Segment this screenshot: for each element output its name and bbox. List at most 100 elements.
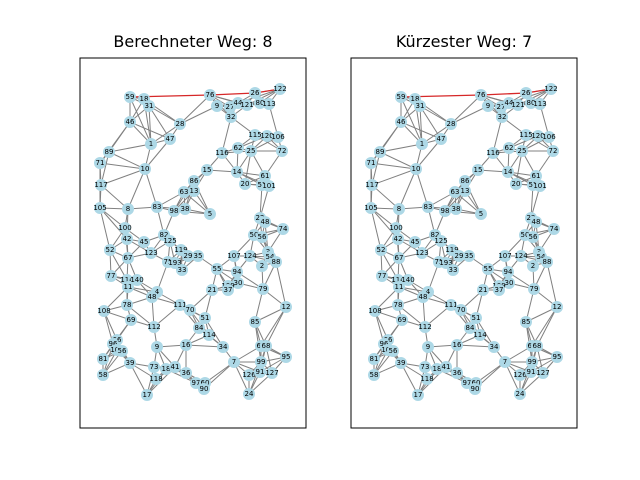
graph-node	[121, 233, 133, 245]
graph-node	[531, 340, 543, 352]
graph-node	[270, 256, 282, 268]
node-label: 44	[505, 99, 514, 107]
node-label: 15	[203, 166, 212, 174]
node-label: 75	[435, 258, 444, 266]
graph-node	[243, 388, 255, 400]
node-label: 86	[461, 177, 470, 185]
graph-node	[97, 353, 109, 365]
graph-node	[232, 97, 244, 109]
graph-node	[204, 89, 216, 101]
node-label: 88	[272, 258, 281, 266]
node-label: 120	[531, 132, 544, 140]
node-label: 126	[513, 371, 527, 379]
graph-node	[139, 163, 151, 175]
node-label: 55	[213, 265, 222, 273]
graph-node	[472, 164, 484, 176]
graph-node	[244, 250, 256, 262]
node-label: 39	[397, 359, 406, 367]
node-label: 31	[145, 102, 154, 110]
node-label: 8	[397, 205, 401, 213]
graph-node	[255, 356, 267, 368]
node-label: 16	[182, 341, 191, 349]
graph-node	[527, 260, 539, 272]
node-label: 55	[484, 265, 493, 273]
graph-node	[125, 314, 137, 326]
node-label: 95	[553, 353, 562, 361]
node-label: 121	[240, 101, 253, 109]
node-label: 88	[543, 258, 552, 266]
node-label: 27	[226, 103, 235, 111]
node-label: 18	[411, 95, 420, 103]
node-label: 12	[282, 303, 291, 311]
graph-node	[445, 118, 457, 130]
graph-node	[204, 208, 216, 220]
graph-edge	[144, 168, 158, 208]
graph-node	[470, 312, 482, 324]
graph-node	[203, 329, 215, 341]
graph-node	[201, 164, 213, 176]
node-label: 71	[367, 159, 376, 167]
graph-node	[94, 157, 106, 169]
graph-node	[416, 138, 428, 150]
node-label: 97	[463, 379, 472, 387]
graph-node	[116, 345, 128, 357]
node-label: 54	[537, 253, 546, 261]
graph-node	[254, 366, 266, 378]
graph-node	[180, 339, 192, 351]
graph-node	[257, 283, 269, 295]
graph-node	[178, 186, 190, 198]
graph-node	[543, 131, 555, 143]
graph-node	[232, 277, 244, 289]
graph-edge	[419, 105, 442, 140]
node-label: 78	[123, 301, 132, 309]
node-label: 123	[144, 249, 157, 257]
node-label: 100	[389, 224, 402, 232]
graph-node	[217, 341, 229, 353]
node-label: 112	[147, 323, 160, 331]
graph-node	[520, 316, 532, 328]
graph-node	[365, 157, 377, 169]
graph-node	[249, 316, 261, 328]
graph-node	[131, 274, 143, 286]
graph-edge	[100, 184, 129, 210]
graph-node	[551, 351, 563, 363]
graph-node	[365, 202, 377, 214]
graph-node	[239, 178, 251, 190]
left-panel-title: Berechneter Weg: 8	[113, 32, 273, 51]
graph-node	[487, 147, 499, 159]
graph-node	[393, 281, 405, 293]
node-label: 83	[424, 203, 433, 211]
node-label: 52	[106, 246, 115, 254]
node-label: 101	[262, 182, 275, 190]
right-panel-title: Kürzester Weg: 7	[395, 32, 533, 51]
graph-edge	[415, 168, 429, 208]
node-label: 112	[418, 323, 431, 331]
graph-node	[231, 166, 243, 178]
node-label: 34	[490, 343, 499, 351]
node-label: 45	[140, 238, 149, 246]
graph-node	[435, 133, 447, 145]
graph-node	[272, 131, 284, 143]
graph-node	[392, 233, 404, 245]
graph-node	[395, 91, 407, 103]
graph-node	[414, 100, 426, 112]
node-label: 59	[397, 93, 406, 101]
node-label: 45	[411, 238, 420, 246]
node-label: 42	[123, 235, 132, 243]
node-label: 91	[527, 368, 536, 376]
graph-node	[366, 179, 378, 191]
node-label: 11	[395, 283, 404, 291]
node-label: 115	[248, 131, 261, 139]
graph-node	[122, 203, 134, 215]
graph-node	[174, 118, 186, 130]
graph-node	[526, 356, 538, 368]
graph-node	[393, 203, 405, 215]
node-label: 118	[149, 375, 162, 383]
graph-node	[249, 87, 261, 99]
graph-node	[447, 264, 459, 276]
node-label: 38	[452, 205, 461, 213]
graph-edge	[379, 143, 423, 153]
node-label: 193	[439, 259, 452, 267]
graph-edge	[370, 207, 382, 251]
graph-edge	[546, 261, 558, 308]
